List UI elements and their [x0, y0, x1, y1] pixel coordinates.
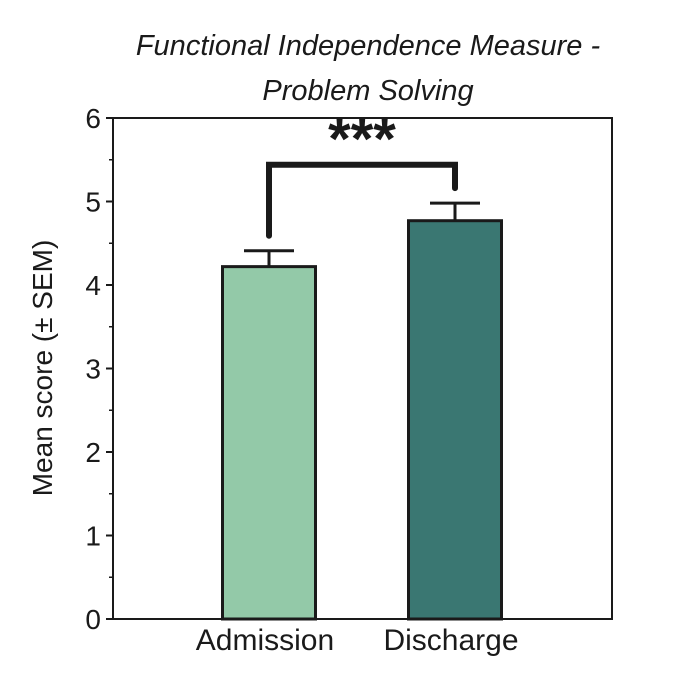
- y-tick-label: 2: [85, 437, 101, 468]
- bar-discharge: [407, 219, 503, 621]
- y-tick-label: 0: [85, 604, 101, 635]
- plot-frame: [112, 117, 613, 620]
- bar-admission: [221, 265, 317, 621]
- significance-bracket: [266, 161, 458, 239]
- significance-label: ***: [328, 107, 396, 172]
- y-tick-label: 5: [85, 187, 101, 218]
- y-axis-label: Mean score (± SEM): [27, 240, 58, 497]
- chart-title-line-2: Problem Solving: [262, 75, 473, 107]
- y-tick-label: 1: [85, 521, 101, 552]
- chart-title-line-1: Functional Independence Measure -: [136, 30, 600, 62]
- y-tick-label: 3: [85, 354, 101, 385]
- x-tick-label-admission: Admission: [196, 624, 334, 657]
- x-tick-label-discharge: Discharge: [383, 624, 518, 657]
- y-tick-label: 6: [85, 103, 101, 134]
- y-tick-label: 4: [85, 270, 101, 301]
